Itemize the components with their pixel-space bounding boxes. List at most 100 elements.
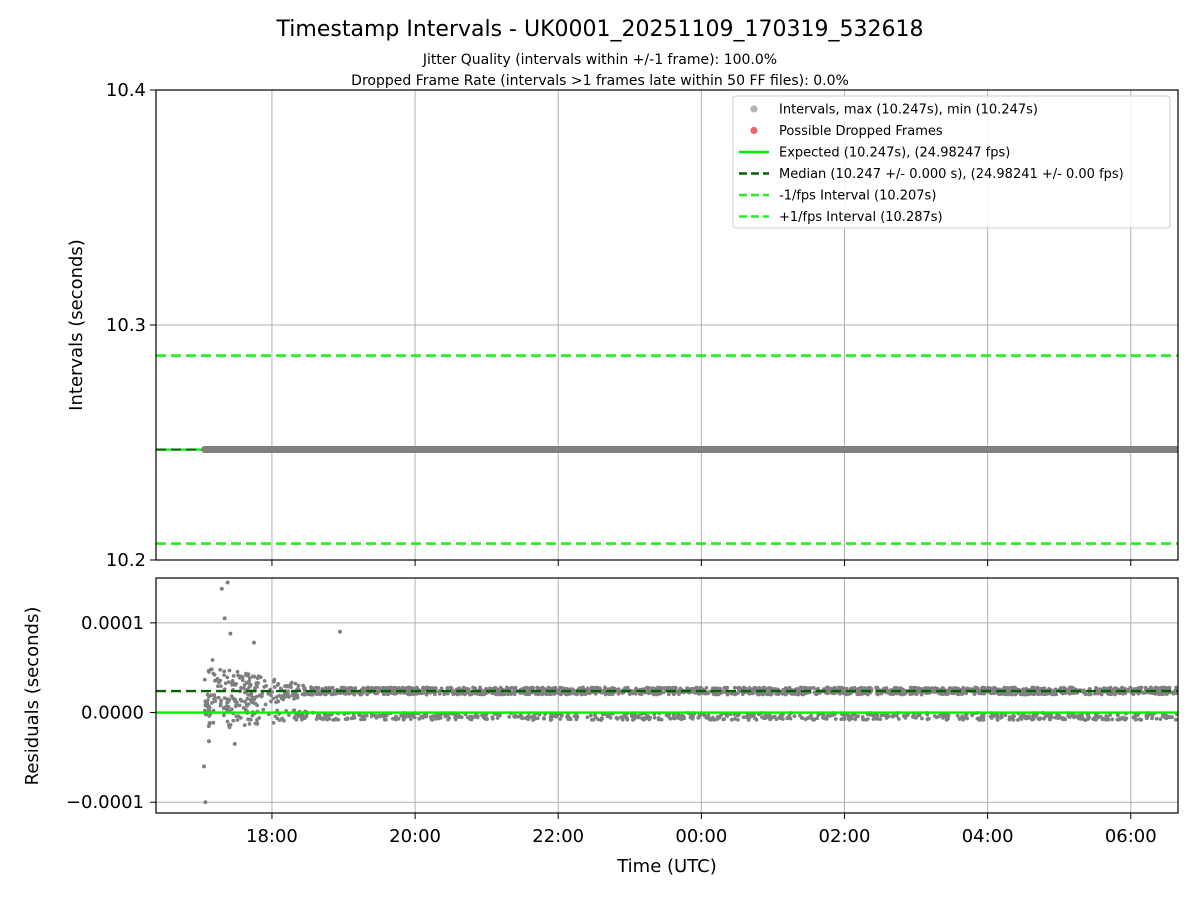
residual-point — [240, 675, 245, 679]
residual-point — [925, 712, 930, 717]
residual-point — [1115, 713, 1120, 718]
residual-point — [248, 682, 253, 687]
residual-point — [262, 679, 267, 683]
residual-point — [323, 686, 328, 690]
residual-point — [498, 713, 502, 718]
residual-point — [334, 691, 339, 696]
residual-point — [768, 716, 773, 721]
residual-point — [210, 658, 215, 662]
residuals-y-ticks: 0.0001 0.0000 −0.0001 — [66, 613, 156, 813]
residual-point — [656, 717, 661, 722]
residual-point — [795, 687, 799, 691]
x-tick-label: 00:00 — [675, 826, 727, 847]
residual-point — [886, 689, 891, 693]
residual-point — [445, 691, 450, 696]
residual-point — [768, 692, 773, 697]
residual-point — [237, 703, 242, 708]
residual-point — [411, 686, 415, 691]
residual-point — [549, 712, 553, 717]
residual-point — [741, 715, 746, 720]
residual-point — [330, 692, 335, 697]
residual-point — [979, 713, 984, 718]
residual-point — [715, 715, 720, 719]
residual-point — [296, 683, 301, 688]
residual-point — [816, 713, 821, 717]
residual-point — [1045, 691, 1049, 696]
residual-point — [295, 695, 300, 700]
residual-point — [338, 691, 343, 696]
residual-point — [591, 717, 596, 722]
residual-point — [811, 686, 816, 690]
residual-point — [275, 683, 280, 687]
residual-point — [757, 692, 762, 697]
residual-point — [216, 684, 220, 689]
residual-point — [277, 718, 282, 723]
residual-point — [1108, 713, 1112, 717]
legend-label: -1/fps Interval (10.207s) — [779, 189, 936, 204]
residual-point — [925, 717, 930, 722]
residual-point — [252, 697, 257, 702]
residual-point — [394, 714, 398, 719]
residual-point — [377, 714, 382, 719]
residual-point — [760, 715, 764, 719]
residual-point — [747, 686, 752, 690]
residual-point — [234, 682, 239, 686]
residual-point — [326, 713, 331, 718]
residual-point — [255, 703, 259, 708]
residual-point — [942, 712, 947, 717]
residual-point — [229, 694, 234, 698]
residual-point — [386, 691, 390, 696]
residual-point — [1154, 691, 1159, 696]
residual-point — [222, 696, 227, 700]
residual-point — [884, 716, 889, 720]
residual-point — [330, 685, 335, 690]
residual-point — [927, 686, 932, 691]
residual-point — [318, 716, 323, 721]
residual-point — [608, 715, 613, 720]
residual-point — [672, 716, 677, 721]
residual-point — [558, 717, 563, 721]
residual-point — [217, 680, 222, 684]
residual-point — [916, 689, 921, 694]
residual-point — [1079, 716, 1084, 721]
residual-point — [1082, 690, 1087, 695]
residual-point — [369, 714, 374, 719]
residual-point — [1157, 692, 1162, 697]
residual-point — [1163, 691, 1167, 696]
residual-point — [1011, 713, 1015, 718]
residuals-plot-frame — [155, 577, 1179, 814]
residual-point — [496, 689, 501, 694]
y-tick-label: 0.0001 — [81, 613, 144, 634]
residual-point — [266, 691, 271, 696]
residual-point — [513, 714, 518, 718]
residual-point — [805, 716, 810, 721]
residual-point — [624, 716, 629, 720]
residual-point — [603, 686, 607, 691]
residual-point — [249, 700, 254, 704]
residual-point — [348, 685, 353, 690]
residual-point — [212, 672, 217, 677]
residual-point — [753, 685, 758, 690]
residual-point — [226, 680, 231, 684]
residual-point — [908, 685, 913, 690]
residual-point — [528, 715, 533, 719]
residual-point — [439, 686, 444, 691]
residual-point — [774, 717, 779, 722]
residual-point — [205, 704, 210, 709]
residual-point — [207, 739, 211, 744]
residual-point — [1127, 688, 1132, 692]
residual-point — [737, 685, 742, 690]
legend-label: +1/fps Interval (10.287s) — [779, 210, 943, 225]
residual-point — [225, 700, 230, 705]
residual-point — [518, 713, 523, 717]
residual-point — [688, 715, 693, 720]
residual-point — [947, 686, 952, 690]
residual-point — [1036, 716, 1041, 721]
intervals-plot: 10.2 10.3 10.4 Intervals (seconds) Interva… — [66, 80, 1179, 571]
residual-point — [839, 717, 844, 722]
residual-point — [1160, 714, 1165, 718]
residual-point — [589, 713, 593, 718]
residual-point — [396, 716, 401, 721]
residual-point — [225, 580, 230, 585]
residual-point — [812, 690, 817, 695]
